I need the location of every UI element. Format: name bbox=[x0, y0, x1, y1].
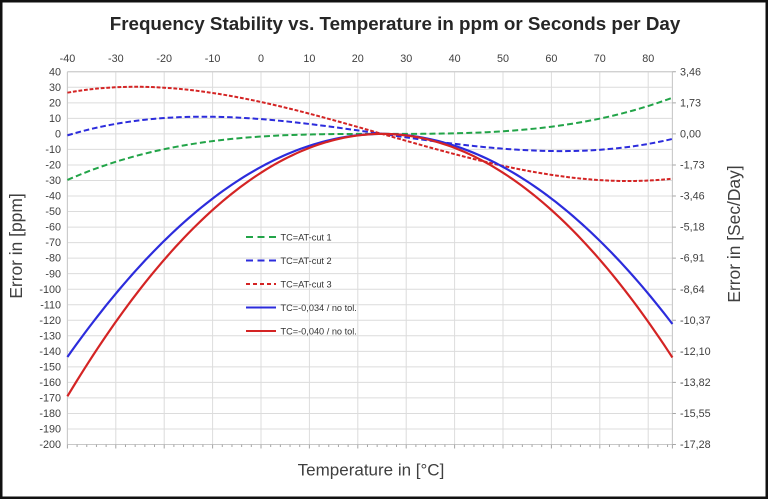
svg-text:-50: -50 bbox=[45, 206, 61, 218]
svg-text:-170: -170 bbox=[39, 393, 61, 405]
svg-text:-60: -60 bbox=[45, 222, 61, 234]
svg-text:-180: -180 bbox=[39, 408, 61, 420]
svg-text:-10: -10 bbox=[45, 144, 61, 156]
svg-text:70: 70 bbox=[594, 53, 606, 65]
svg-text:TC=-0,040 / no tol.: TC=-0,040 / no tol. bbox=[281, 326, 357, 336]
svg-text:-120: -120 bbox=[39, 315, 61, 327]
svg-text:-30: -30 bbox=[45, 175, 61, 187]
svg-text:0,00: 0,00 bbox=[680, 129, 701, 141]
svg-text:40: 40 bbox=[49, 66, 61, 78]
svg-text:Temperature in [°C]: Temperature in [°C] bbox=[298, 461, 445, 480]
svg-text:-160: -160 bbox=[39, 377, 61, 389]
svg-text:60: 60 bbox=[545, 53, 557, 65]
svg-text:-90: -90 bbox=[45, 268, 61, 280]
svg-text:-30: -30 bbox=[108, 53, 124, 65]
svg-text:30: 30 bbox=[400, 53, 412, 65]
svg-text:-130: -130 bbox=[39, 330, 61, 342]
svg-text:20: 20 bbox=[49, 97, 61, 109]
svg-text:50: 50 bbox=[497, 53, 509, 65]
svg-text:-15,55: -15,55 bbox=[680, 408, 711, 420]
svg-text:-20: -20 bbox=[45, 160, 61, 172]
svg-text:80: 80 bbox=[642, 53, 654, 65]
svg-text:-110: -110 bbox=[40, 299, 61, 311]
svg-text:-13,82: -13,82 bbox=[680, 377, 711, 389]
svg-text:-200: -200 bbox=[39, 439, 61, 451]
svg-text:-150: -150 bbox=[39, 361, 61, 373]
svg-text:-8,64: -8,64 bbox=[680, 284, 705, 296]
svg-text:-40: -40 bbox=[45, 191, 61, 203]
svg-text:-40: -40 bbox=[60, 53, 76, 65]
svg-text:-140: -140 bbox=[39, 346, 61, 358]
svg-text:TC=AT-cut 1: TC=AT-cut 1 bbox=[281, 232, 332, 242]
svg-text:-5,18: -5,18 bbox=[680, 222, 705, 234]
svg-text:TC=AT-cut 3: TC=AT-cut 3 bbox=[281, 279, 332, 289]
svg-text:-20: -20 bbox=[156, 53, 172, 65]
svg-text:-80: -80 bbox=[45, 253, 61, 265]
svg-text:3,46: 3,46 bbox=[680, 66, 701, 78]
svg-text:10: 10 bbox=[49, 113, 61, 125]
svg-text:TC=-0,034 / no tol.: TC=-0,034 / no tol. bbox=[281, 303, 357, 313]
svg-text:-190: -190 bbox=[39, 424, 61, 436]
svg-text:-100: -100 bbox=[39, 284, 61, 296]
svg-text:0: 0 bbox=[258, 53, 264, 65]
svg-text:Frequency Stability vs. Temper: Frequency Stability vs. Temperature in p… bbox=[110, 13, 681, 34]
svg-text:10: 10 bbox=[303, 53, 315, 65]
svg-text:-17,28: -17,28 bbox=[680, 439, 711, 451]
svg-text:Error in [ppm]: Error in [ppm] bbox=[6, 193, 26, 298]
svg-text:20: 20 bbox=[352, 53, 364, 65]
svg-text:-70: -70 bbox=[45, 237, 61, 249]
svg-text:TC=AT-cut 2: TC=AT-cut 2 bbox=[281, 256, 332, 266]
svg-text:-10: -10 bbox=[205, 53, 221, 65]
svg-text:-6,91: -6,91 bbox=[680, 253, 705, 265]
svg-text:30: 30 bbox=[49, 82, 61, 94]
svg-text:1,73: 1,73 bbox=[680, 97, 701, 109]
svg-text:-1,73: -1,73 bbox=[680, 160, 705, 172]
svg-text:-10,37: -10,37 bbox=[680, 315, 711, 327]
svg-text:-3,46: -3,46 bbox=[680, 191, 705, 203]
svg-text:40: 40 bbox=[449, 53, 461, 65]
svg-text:Error in [Sec/Day]: Error in [Sec/Day] bbox=[724, 165, 744, 302]
svg-text:-12,10: -12,10 bbox=[680, 346, 711, 358]
svg-text:0: 0 bbox=[55, 129, 61, 141]
